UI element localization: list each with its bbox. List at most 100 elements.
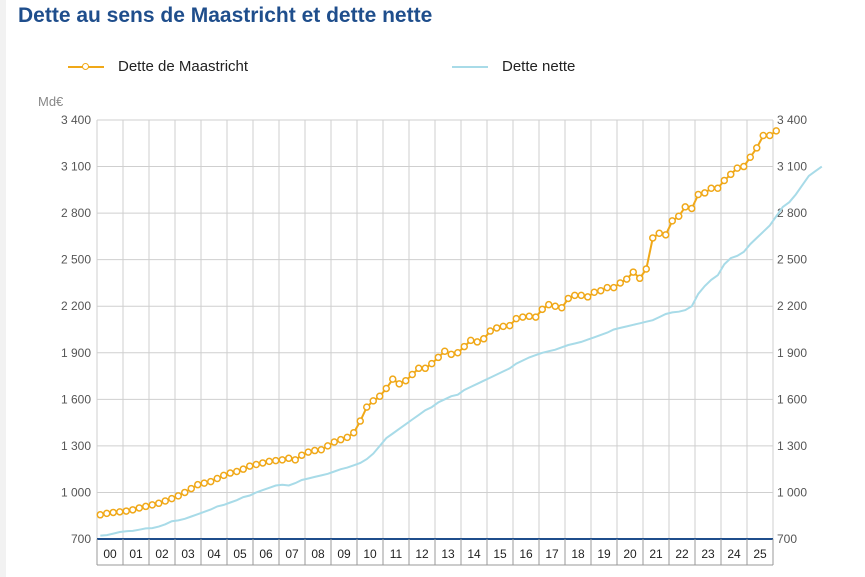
- x-tick-label: 23: [701, 547, 715, 561]
- x-tick-label: 10: [363, 547, 377, 561]
- data-point-maastricht: [278, 456, 286, 464]
- data-point-maastricht: [597, 286, 605, 295]
- y-tick-label-left: 700: [71, 532, 91, 546]
- x-tick-label: 03: [181, 547, 195, 561]
- data-point-maastricht: [168, 494, 176, 503]
- data-point-maastricht: [434, 353, 442, 362]
- x-tick-label: 05: [233, 547, 247, 561]
- data-point-maastricht: [298, 451, 306, 459]
- y-tick-label-left: 2 500: [61, 253, 91, 267]
- data-point-maastricht: [187, 484, 195, 493]
- data-point-maastricht: [285, 454, 293, 463]
- data-point-maastricht: [551, 302, 559, 310]
- data-point-maastricht: [337, 435, 345, 444]
- x-tick-label: 22: [675, 547, 689, 561]
- data-point-maastricht: [265, 457, 273, 466]
- x-tick-label: 13: [441, 547, 455, 561]
- legend-item-nette[interactable]: Dette nette: [452, 58, 575, 75]
- data-point-maastricht: [506, 321, 514, 330]
- data-point-maastricht: [746, 153, 754, 161]
- data-point-maastricht: [402, 376, 410, 385]
- data-point-maastricht: [343, 433, 351, 442]
- x-tick-label: 12: [415, 547, 429, 561]
- x-tick-label: 19: [597, 547, 611, 561]
- data-point-maastricht: [623, 275, 631, 283]
- data-point-maastricht: [356, 417, 364, 425]
- y-axis-unit: Md€: [38, 94, 64, 109]
- data-point-maastricht: [538, 305, 546, 314]
- data-point-maastricht: [369, 397, 377, 405]
- y-tick-label-left: 3 400: [61, 113, 91, 127]
- data-point-maastricht: [324, 442, 332, 450]
- data-point-maastricht: [441, 347, 449, 355]
- legend-label-nette: Dette nette: [502, 58, 576, 75]
- x-tick-label: 06: [259, 547, 273, 561]
- data-point-maastricht: [213, 474, 221, 483]
- x-tick-label: 20: [623, 547, 637, 561]
- data-point-maastricht: [753, 144, 761, 152]
- data-point-maastricht: [727, 170, 735, 179]
- data-point-maastricht: [486, 327, 494, 335]
- data-point-maastricht: [330, 438, 338, 446]
- y-tick-label-left: 3 100: [61, 160, 91, 174]
- data-point-maastricht: [116, 508, 124, 516]
- data-point-maastricht: [135, 504, 143, 512]
- data-point-maastricht: [532, 313, 540, 321]
- x-tick-label: 15: [493, 547, 507, 561]
- y-tick-label-right: 3 400: [777, 113, 807, 127]
- data-point-maastricht: [148, 501, 156, 509]
- data-point-maastricht: [720, 176, 728, 185]
- data-point-maastricht: [200, 479, 208, 487]
- y-tick-label-right: 1 600: [777, 392, 807, 406]
- data-point-maastricht: [590, 288, 598, 297]
- y-tick-label-left: 2 200: [61, 299, 91, 313]
- data-point-maastricht: [714, 184, 722, 193]
- x-tick-label: 11: [390, 547, 403, 561]
- series-line-dette-maastricht: [100, 130, 777, 516]
- x-tick-label: 14: [467, 547, 481, 561]
- data-point-maastricht: [642, 265, 650, 273]
- x-tick-label: 00: [103, 547, 117, 561]
- data-point-maastricht: [304, 448, 312, 456]
- data-point-maastricht: [252, 460, 260, 469]
- data-point-maastricht: [662, 231, 670, 239]
- series-line-dette-nette: [100, 165, 823, 537]
- data-point-maastricht: [616, 279, 624, 287]
- data-point-maastricht: [499, 322, 507, 331]
- x-tick-label: 21: [649, 547, 663, 561]
- legend-swatch-nette: [452, 65, 488, 68]
- data-point-maastricht: [291, 456, 299, 464]
- data-point-maastricht: [122, 507, 130, 515]
- x-tick-label: 25: [753, 547, 767, 561]
- data-point-maastricht: [681, 203, 689, 211]
- data-point-maastricht: [759, 131, 767, 140]
- data-point-maastricht: [655, 229, 663, 238]
- data-point-maastricht: [421, 364, 429, 373]
- y-tick-label-right: 2 200: [777, 299, 807, 313]
- legend-item-maastricht[interactable]: Dette de Maastricht: [68, 58, 248, 75]
- data-point-maastricht: [142, 502, 150, 511]
- legend-label-maastricht: Dette de Maastricht: [118, 58, 249, 75]
- x-tick-label: 18: [571, 547, 585, 561]
- data-point-maastricht: [395, 380, 403, 388]
- data-point-maastricht: [259, 459, 267, 467]
- data-point-maastricht: [668, 217, 676, 225]
- data-point-maastricht: [473, 338, 481, 346]
- data-point-maastricht: [694, 190, 702, 199]
- data-point-maastricht: [129, 506, 137, 514]
- y-tick-label-left: 1 300: [61, 439, 91, 453]
- legend-marker-icon: [82, 62, 89, 70]
- data-point-maastricht: [272, 456, 280, 465]
- x-tick-label: 16: [519, 547, 533, 561]
- y-tick-label-right: 2 500: [777, 253, 807, 267]
- x-tick-label: 02: [155, 547, 169, 561]
- data-point-maastricht: [629, 268, 637, 276]
- data-point-maastricht: [155, 499, 163, 508]
- data-point-maastricht: [246, 462, 254, 470]
- x-tick-label: 07: [285, 547, 299, 561]
- data-point-maastricht: [610, 283, 618, 292]
- y-tick-label-right: 700: [777, 532, 797, 546]
- data-point-maastricht: [733, 164, 741, 172]
- data-point-maastricht: [688, 204, 696, 213]
- data-point-maastricht: [103, 509, 111, 518]
